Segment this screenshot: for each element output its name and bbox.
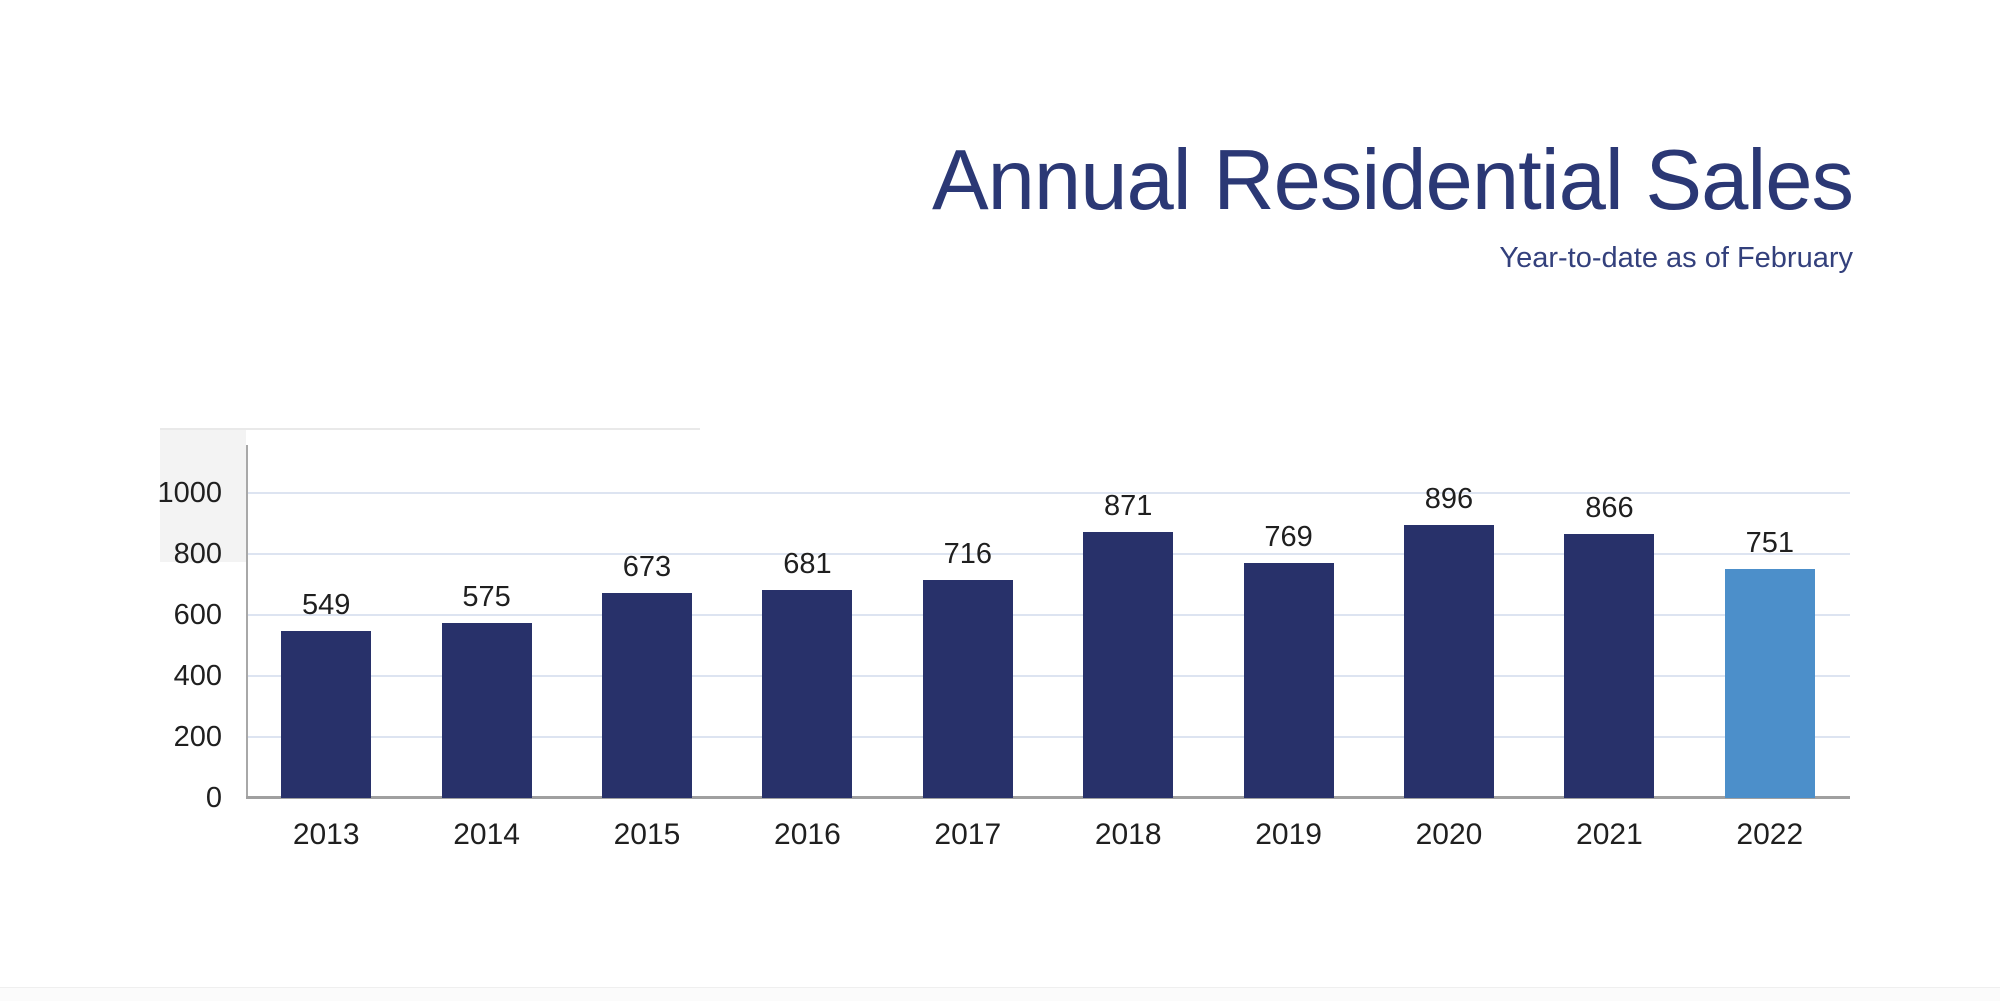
y-tick-label-1000: 1000 — [157, 477, 222, 509]
bar-2018 — [1083, 532, 1174, 798]
x-tick-label-2020: 2020 — [1415, 818, 1483, 851]
plot-area: 549 2013 575 2014 673 2015 681 2016 716 2017 871 20… — [246, 445, 1850, 851]
y-axis-labels: 0 200 400 600 800 1000 — [120, 445, 222, 814]
bar-value-label-2013: 549 — [301, 588, 351, 621]
gridline-200 — [246, 736, 1850, 738]
background-artifact-line — [160, 428, 700, 430]
bottom-divider — [0, 987, 2000, 1001]
y-axis-line — [246, 445, 248, 798]
gridline-600 — [246, 614, 1850, 616]
chart-header: Annual Residential Sales Year-to-date as… — [931, 133, 1854, 275]
gridline-1000 — [246, 492, 1850, 494]
x-axis-baseline — [246, 796, 1850, 799]
bar-2020 — [1404, 524, 1494, 798]
bar-2015 — [602, 592, 692, 798]
x-tick-label-2013: 2013 — [292, 818, 360, 851]
bar-value-label-2017: 716 — [943, 537, 992, 570]
bar-2014 — [441, 622, 532, 798]
bar-value-label-2016: 681 — [783, 548, 832, 581]
bar-value-label-2015: 673 — [622, 550, 672, 583]
bar-value-label-2020: 896 — [1424, 482, 1474, 515]
y-tick-label-600: 600 — [173, 599, 222, 631]
x-tick-label-2019: 2019 — [1255, 818, 1322, 851]
bar-2019 — [1243, 563, 1334, 798]
x-tick-label-2017: 2017 — [934, 818, 1002, 851]
y-tick-label-0: 0 — [205, 782, 222, 814]
page-subtitle: Year-to-date as of February — [1499, 242, 1853, 274]
bar-value-label-2021: 866 — [1585, 491, 1634, 524]
gridline-400 — [246, 675, 1850, 677]
x-tick-label-2015: 2015 — [613, 818, 681, 851]
bar-2016 — [762, 590, 853, 798]
y-tick-label-200: 200 — [173, 721, 222, 753]
bar-value-label-2018: 871 — [1103, 490, 1153, 523]
x-tick-label-2021: 2021 — [1576, 818, 1643, 851]
x-tick-label-2014: 2014 — [453, 818, 520, 851]
x-tick-label-2022: 2022 — [1736, 818, 1804, 851]
page-title: Annual Residential Sales — [931, 133, 1854, 228]
y-tick-label-400: 400 — [173, 660, 222, 692]
bar-value-label-2014: 575 — [462, 580, 511, 613]
gridline-800 — [246, 553, 1850, 555]
bar-value-label-2022: 751 — [1745, 526, 1794, 559]
background-artifact-panel — [160, 428, 246, 562]
x-tick-label-2018: 2018 — [1094, 818, 1162, 851]
bar-value-label-2019: 769 — [1264, 521, 1313, 554]
bar-2021 — [1564, 533, 1655, 798]
x-tick-label-2016: 2016 — [774, 818, 841, 851]
bar-2022 — [1724, 568, 1815, 798]
y-tick-label-800: 800 — [173, 538, 222, 570]
bar-2017 — [922, 579, 1013, 798]
bar-2013 — [281, 630, 372, 798]
